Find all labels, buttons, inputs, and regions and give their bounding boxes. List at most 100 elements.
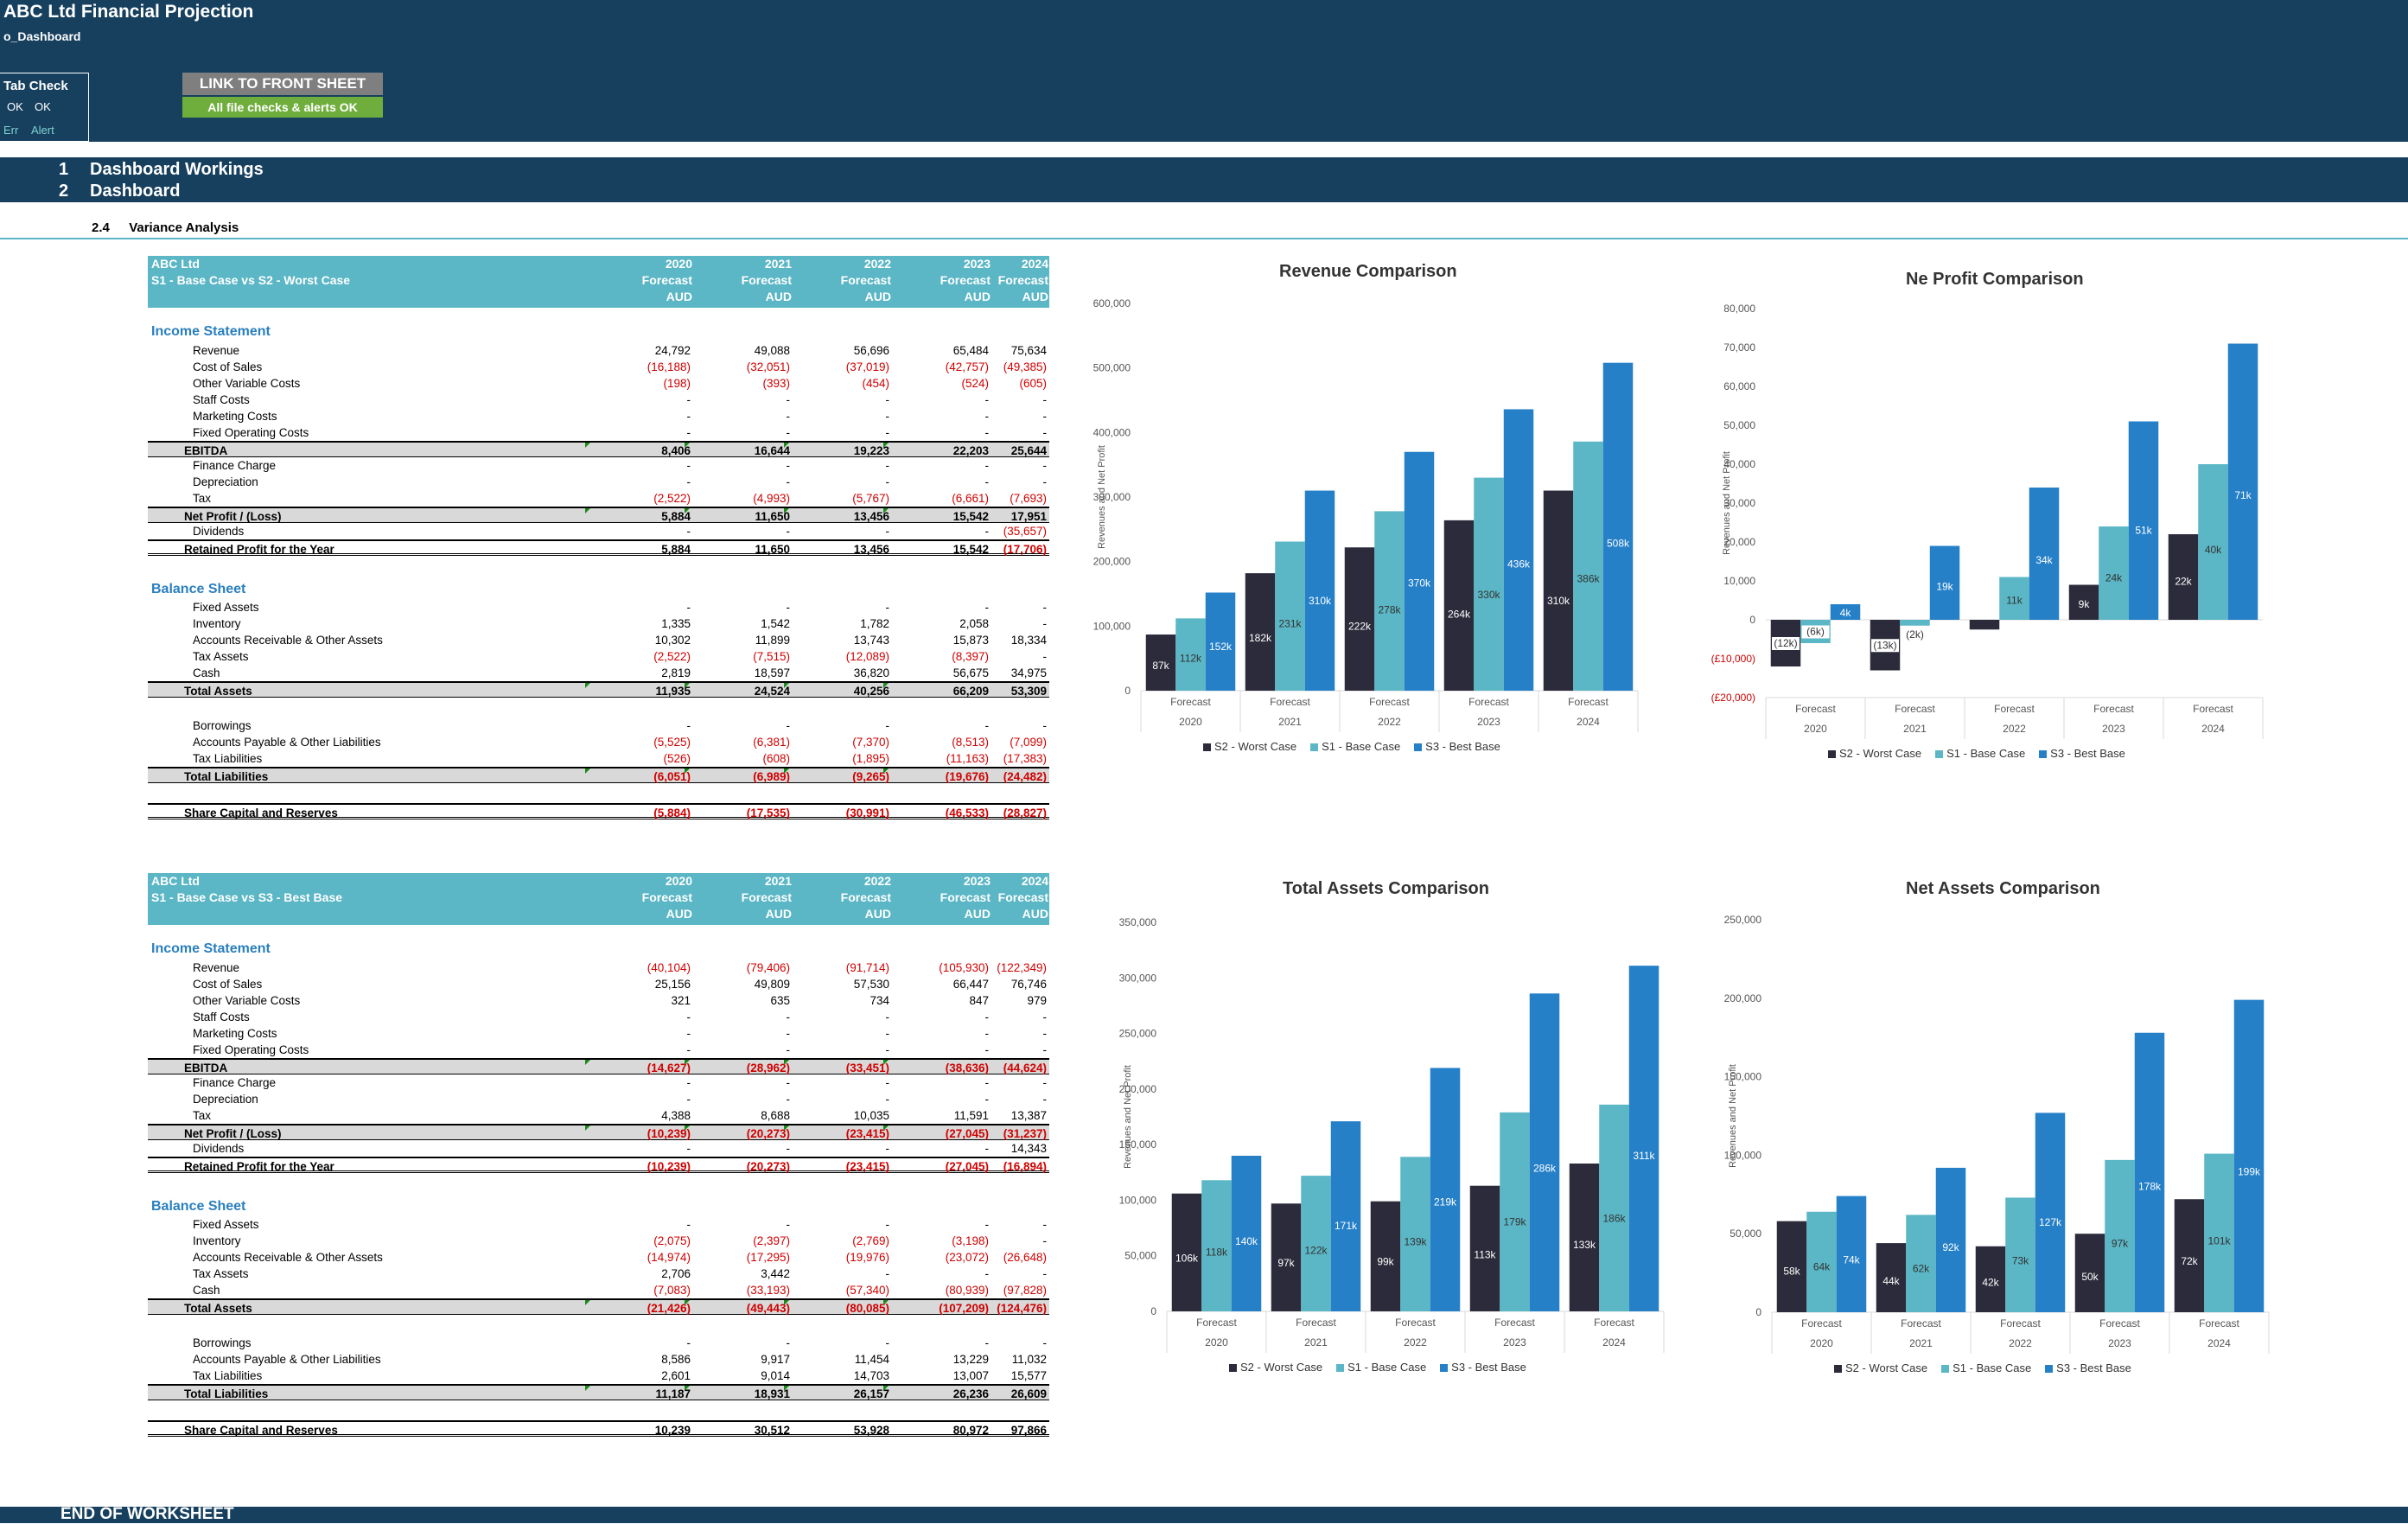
table-row: Tax Assets 2,706 3,442 - - - xyxy=(148,1266,1049,1282)
x-category-group-label: Forecast xyxy=(1270,696,1310,708)
data-label: 34k xyxy=(2035,554,2053,566)
comparison-label: S1 - Base Case vs S2 - Worst Case xyxy=(151,273,351,287)
excel-comment-marker xyxy=(784,1300,789,1305)
cell-value: (17,706) xyxy=(1003,543,1047,556)
cell-value: - xyxy=(686,426,691,439)
chart-legend: S2 - Worst Case S1 - Base Case S3 - Best B… xyxy=(1203,740,1514,753)
cell-value: 36,820 xyxy=(853,666,889,679)
data-label: 19k xyxy=(1936,581,1953,593)
chart-title: Total Assets Comparison xyxy=(1283,879,1489,898)
currency-header: AUD xyxy=(864,907,891,921)
cell-value: (9,265) xyxy=(852,770,889,783)
table-row: Total Assets 11,935 24,524 40,256 66,209 53,3… xyxy=(148,681,1049,698)
table-row: Depreciation - - - - - xyxy=(148,1091,1049,1107)
legend-swatch xyxy=(1310,743,1319,751)
cell-value: (6,989) xyxy=(753,770,790,783)
table-row: Share Capital and Reserves 10,239 30,512 53… xyxy=(148,1420,1049,1437)
cell-value: (2,522) xyxy=(653,650,691,663)
x-tick-label: 2022 xyxy=(1404,1336,1427,1349)
cell-value: - xyxy=(786,1076,791,1089)
data-label: 139k xyxy=(1404,1236,1427,1248)
bar xyxy=(1569,1164,1600,1311)
cell-value: (16,894) xyxy=(1003,1160,1047,1173)
row-label: Dividends xyxy=(193,1142,245,1155)
cell-value: (4,993) xyxy=(753,492,790,505)
table-row: Dividends - - - - 14,343 xyxy=(148,1140,1049,1157)
net-assets-comparison-chart: Net Assets Comparison 0 50,000 100,000 150,0… xyxy=(1711,873,2316,1392)
bar xyxy=(1374,511,1405,691)
cell-value: (2,769) xyxy=(852,1234,889,1247)
y-tick-label: 200,000 xyxy=(1093,556,1131,568)
table-row: Tax Liabilities 2,601 9,014 14,703 13,007 15,… xyxy=(148,1368,1049,1384)
cell-value: (198) xyxy=(663,377,691,390)
legend-label: S3 - Best Base xyxy=(2056,1361,2131,1374)
subsection-title: 2.4 Variance Analysis xyxy=(92,220,239,235)
x-tick-label: 2024 xyxy=(1577,716,1600,728)
excel-comment-marker xyxy=(883,1300,889,1305)
cell-value: (526) xyxy=(663,752,691,765)
data-label: 222k xyxy=(1348,620,1372,632)
currency-header: AUD xyxy=(666,907,692,921)
year-header: 2020 xyxy=(665,874,692,888)
y-tick-label: 70,000 xyxy=(1723,341,1755,354)
data-label: 182k xyxy=(1249,632,1272,644)
row-label: Tax xyxy=(193,1109,212,1122)
cell-value: 53,928 xyxy=(853,1424,889,1437)
data-label: (13k) xyxy=(1873,639,1896,651)
cell-value: - xyxy=(885,719,890,732)
cell-value: 847 xyxy=(969,994,989,1007)
legend-item: S3 - Best Base xyxy=(1414,740,1500,753)
y-tick-label: 300,000 xyxy=(1093,491,1131,503)
cell-value: - xyxy=(786,1011,791,1023)
cell-value: 3,442 xyxy=(761,1267,790,1280)
bar xyxy=(2029,488,2060,620)
row-label: Net Profit / (Loss) xyxy=(184,1127,282,1140)
cell-value: - xyxy=(786,719,791,732)
data-label: 508k xyxy=(1607,537,1630,549)
bar xyxy=(1628,966,1659,1311)
y-tick-label: (£20,000) xyxy=(1711,692,1755,704)
x-tick-label: 2020 xyxy=(1810,1337,1833,1349)
period-header: Forecast xyxy=(641,890,692,904)
row-label: Total Liabilities xyxy=(184,1387,269,1400)
x-tick-label: 2023 xyxy=(2108,1337,2131,1349)
cell-value: - xyxy=(786,1218,791,1231)
x-category-group-label: Forecast xyxy=(2193,703,2233,715)
table-row: Fixed Operating Costs - - - - - xyxy=(148,1042,1049,1058)
period-header: Forecast xyxy=(641,273,692,287)
link-to-front-sheet-button[interactable]: LINK TO FRONT SHEET xyxy=(182,73,383,95)
table-row: Revenue 24,792 49,088 56,696 65,484 75,634 xyxy=(148,342,1049,359)
cell-value: (80,085) xyxy=(845,1302,889,1315)
legend-item: S3 - Best Base xyxy=(2039,747,2125,760)
bar xyxy=(2134,1032,2165,1312)
cell-value: 66,209 xyxy=(952,685,989,698)
cell-value: - xyxy=(786,393,791,406)
cell-value: 26,157 xyxy=(853,1387,889,1400)
cell-value: - xyxy=(786,475,791,488)
x-tick-label: 2021 xyxy=(1903,723,1927,735)
cell-value: - xyxy=(885,601,890,614)
y-tick-label: 500,000 xyxy=(1093,362,1131,374)
cell-value: - xyxy=(1042,1076,1048,1089)
cell-value: - xyxy=(686,1011,691,1023)
cell-value: (46,533) xyxy=(945,807,989,819)
cell-value: (37,019) xyxy=(845,360,889,373)
year-header: 2024 xyxy=(1021,257,1048,271)
section-link-dashboard-workings[interactable]: 1 Dashboard Workings xyxy=(0,159,519,180)
section-link-dashboard[interactable]: 2 Dashboard xyxy=(0,181,519,201)
cell-value: 4,388 xyxy=(661,1109,691,1122)
cell-value: (26,648) xyxy=(1003,1251,1047,1264)
legend-swatch xyxy=(1941,1365,1950,1373)
bar xyxy=(1430,1068,1461,1311)
cell-value: 13,743 xyxy=(853,634,889,647)
cell-value: - xyxy=(686,525,691,538)
bar xyxy=(1500,1112,1530,1311)
cell-value: - xyxy=(885,1142,890,1155)
cell-value: (21,426) xyxy=(647,1302,691,1315)
legend-label: S3 - Best Base xyxy=(1451,1361,1526,1374)
table-row: Retained Profit for the Year 5,884 11,650 1… xyxy=(148,539,1049,556)
end-of-worksheet-label: END OF WORKSHEET xyxy=(61,1505,234,1523)
currency-header: AUD xyxy=(765,290,792,303)
table-row: Share Capital and Reserves (5,884) (17,535… xyxy=(148,803,1049,819)
table-row: Net Profit / (Loss) 5,884 11,650 13,456 15,5… xyxy=(148,507,1049,523)
